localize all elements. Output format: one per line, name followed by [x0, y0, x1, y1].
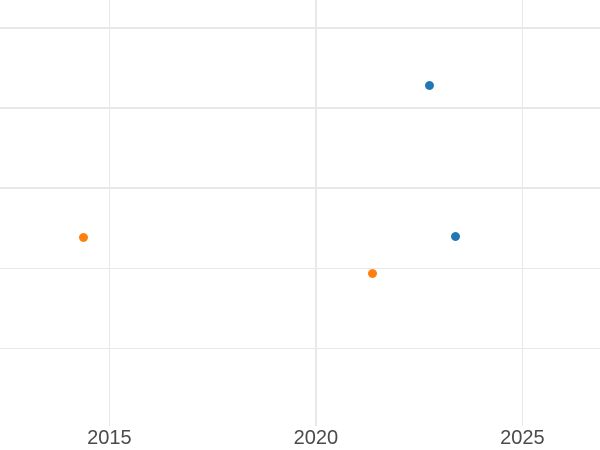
data-point-series-blue	[451, 231, 461, 241]
x-gridline	[521, 0, 524, 426]
plot-area	[0, 0, 600, 426]
y-gridline	[0, 347, 600, 350]
x-tick-label: 2015	[87, 427, 132, 449]
x-tick-label: 2025	[500, 427, 545, 449]
data-point-series-orange	[78, 233, 88, 243]
y-gridline	[0, 107, 600, 109]
data-point-series-orange	[367, 269, 377, 279]
x-axis-tick-labels: 2015 2020 2025	[0, 426, 600, 450]
data-point-series-blue	[424, 81, 434, 91]
y-gridline	[0, 187, 600, 189]
y-gridline	[0, 27, 600, 29]
x-tick-label: 2020	[293, 427, 339, 449]
x-gridline	[108, 0, 111, 426]
x-gridline	[315, 0, 317, 426]
y-gridline	[0, 267, 600, 269]
